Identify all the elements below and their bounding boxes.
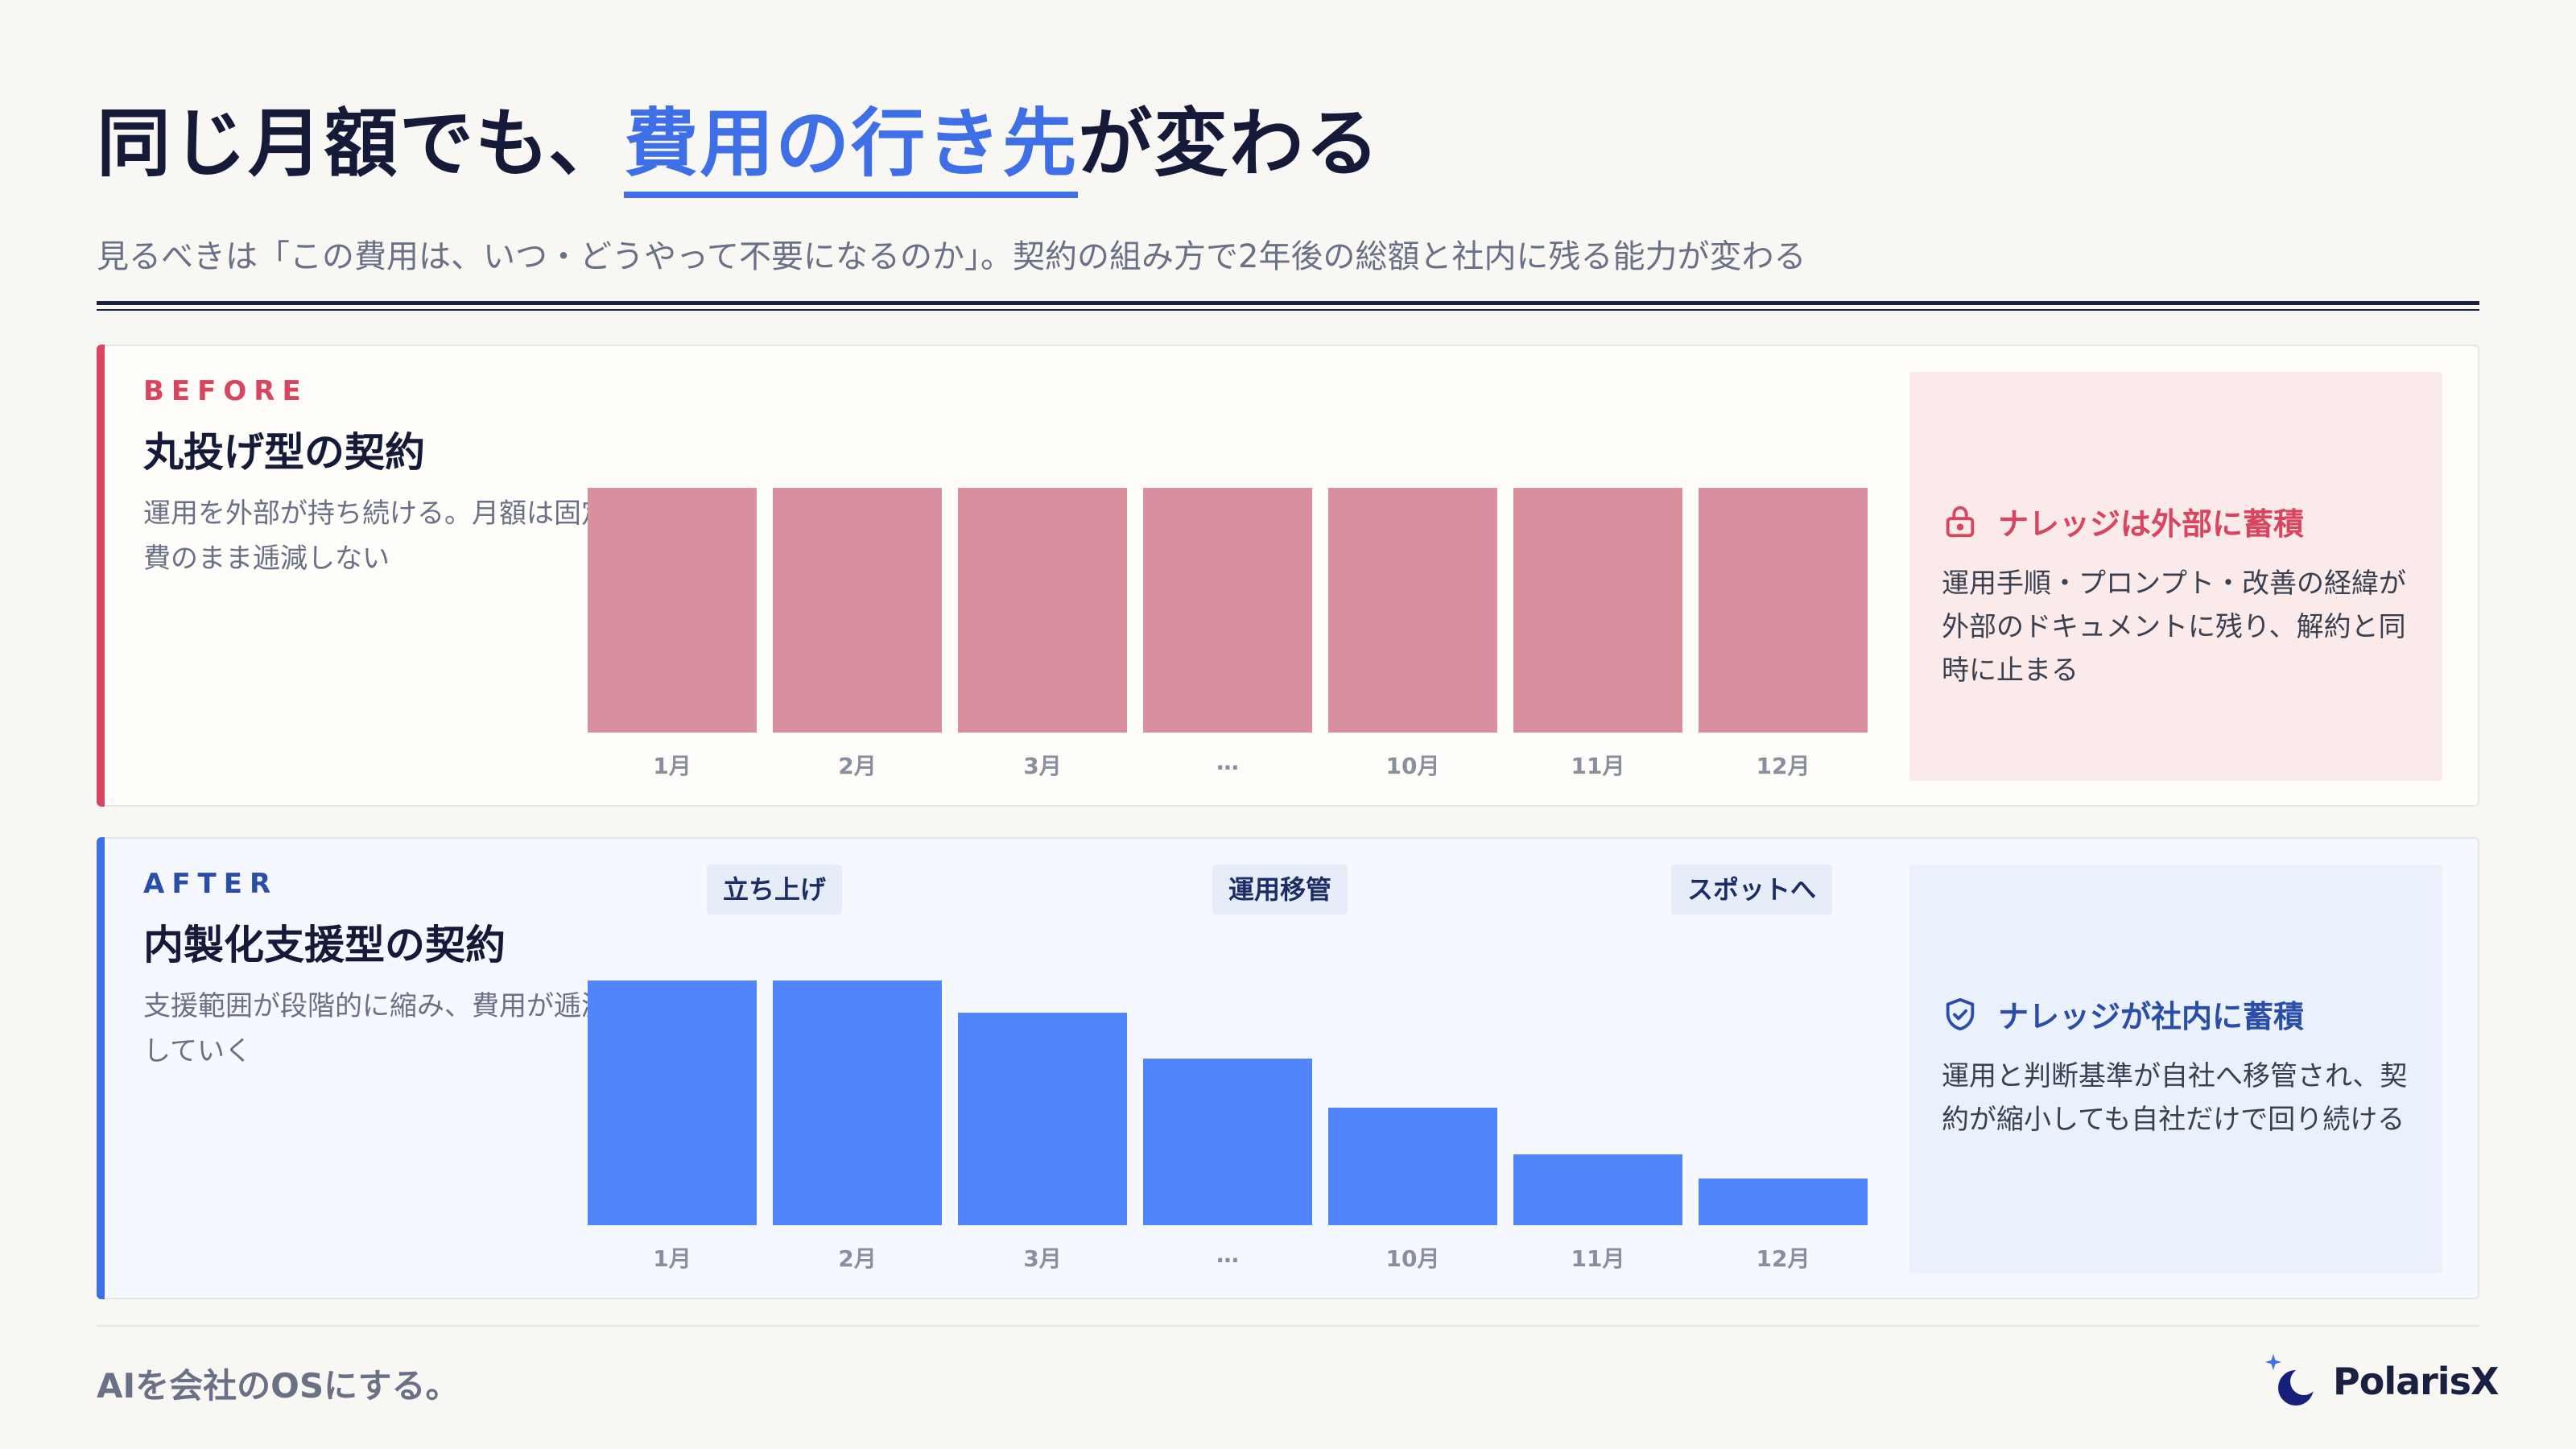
after-card-heading: ナレッジが社内に蓄積 (1998, 999, 2305, 1034)
before-bar-1 (588, 488, 757, 733)
phase-label-handover: 運用移管 (1212, 865, 1348, 914)
after-description: 支援範囲が段階的に縮み、費用が逓減していく (143, 990, 609, 1067)
after-tick-label-2: 2月 (838, 1245, 877, 1272)
brand-logo: PolarisX (2260, 1349, 2499, 1414)
after-bar-7 (1699, 1179, 1868, 1225)
after-tick-label-7: 12月 (1756, 1245, 1810, 1272)
title-post: が変わる (1078, 100, 1381, 187)
after-bar-5 (1328, 1108, 1497, 1225)
phase-label-spot: スポットへ (1671, 865, 1833, 914)
after-card-head: ナレッジが社内に蓄積 (1942, 992, 2304, 1036)
phase-label-launch: 立ち上げ (707, 865, 843, 914)
after-tick-label-4: … (1216, 1241, 1239, 1268)
shield-check-icon (1946, 997, 1975, 1030)
title-pre: 同じ月額でも、 (97, 100, 625, 187)
before-bar-4 (1143, 488, 1312, 733)
after-accent-bar (97, 837, 105, 1299)
brand-name: PolarisX (2333, 1360, 2499, 1403)
before-bar-6 (1513, 488, 1682, 733)
before-card-body: 運用手順・プロンプト・改善の経緯が外部のドキュメントに残り、解約と同時に止まる (1942, 568, 2406, 687)
before-tick-label-4: … (1216, 749, 1239, 775)
before-tick-label-5: 10月 (1385, 753, 1440, 779)
before-bar-3 (958, 488, 1127, 733)
before-tick-label-1: 1月 (653, 753, 691, 779)
after-tick-label-3: 3月 (1023, 1245, 1062, 1272)
after-card-body: 運用と判断基準が自社へ移管され、契約が縮小しても自社だけで回り続ける (1942, 1060, 2408, 1136)
after-tick-label-6: 11月 (1571, 1245, 1625, 1272)
before-card-heading: ナレッジは外部に蓄積 (1998, 506, 2305, 542)
after-tick-label-1: 1月 (653, 1245, 691, 1272)
before-bar-2 (773, 488, 942, 733)
footer-rule (97, 1325, 2479, 1327)
before-card-head: ナレッジは外部に蓄積 (1942, 499, 2304, 543)
after-knowledge-card: ナレッジが社内に蓄積 運用と判断基準が自社へ移管され、契約が縮小しても自社だけで… (1909, 865, 2442, 1274)
before-tick-label-6: 11月 (1571, 753, 1625, 779)
after-bar-chart: 立ち上げ 運用移管 スポットへ 1月 2月 3月 … 10月 11月 12月 (588, 839, 1884, 1301)
footer-tagline: AIを会社のOSにする。 (97, 1366, 460, 1406)
before-bar-chart: 1月 2月 3月 … 10月 11月 12月 (588, 346, 1884, 808)
before-panel: BEFORE 丸投げ型の契約 運用を外部が持ち続ける。月額は固定費のまま逓減しな… (97, 345, 2479, 807)
before-accent-bar (97, 345, 105, 807)
before-knowledge-card: ナレッジは外部に蓄積 運用手順・プロンプト・改善の経緯が外部のドキュメントに残り… (1909, 372, 2442, 781)
after-tick-label-5: 10月 (1385, 1245, 1440, 1272)
after-title: 内製化支援型の契約 (143, 921, 506, 968)
polaris-logo-icon (2265, 1354, 2318, 1406)
after-bar-3 (958, 1012, 1127, 1225)
title-highlight: 費用の行き先 (624, 100, 1079, 198)
after-panel: AFTER 内製化支援型の契約 支援範囲が段階的に縮み、費用が逓減していく 立ち… (97, 837, 2479, 1299)
before-tick-label-2: 2月 (838, 753, 877, 779)
before-tag: BEFORE (143, 375, 308, 407)
after-tag: AFTER (143, 868, 279, 900)
before-bar-5 (1328, 488, 1497, 733)
page-subtitle: 見るべきは「この費用は、いつ・どうやって不要になるのか」。契約の組み方で2年後の… (97, 238, 1806, 275)
after-bar-6 (1513, 1154, 1682, 1225)
page-title: 同じ月額でも、費用の行き先が変わる (97, 95, 1381, 198)
before-bar-7 (1699, 488, 1868, 733)
header-rule-thin (97, 309, 2479, 311)
after-bar-1 (588, 980, 757, 1225)
before-title: 丸投げ型の契約 (143, 428, 425, 476)
before-tick-label-3: 3月 (1023, 753, 1062, 779)
lock-icon (1946, 506, 1975, 537)
after-bar-2 (773, 980, 942, 1225)
before-tick-label-7: 12月 (1756, 753, 1810, 779)
header-rule-thick (97, 301, 2479, 305)
after-bar-4 (1143, 1059, 1312, 1225)
before-description: 運用を外部が持ち続ける。月額は固定費のまま逓減しない (143, 497, 609, 575)
